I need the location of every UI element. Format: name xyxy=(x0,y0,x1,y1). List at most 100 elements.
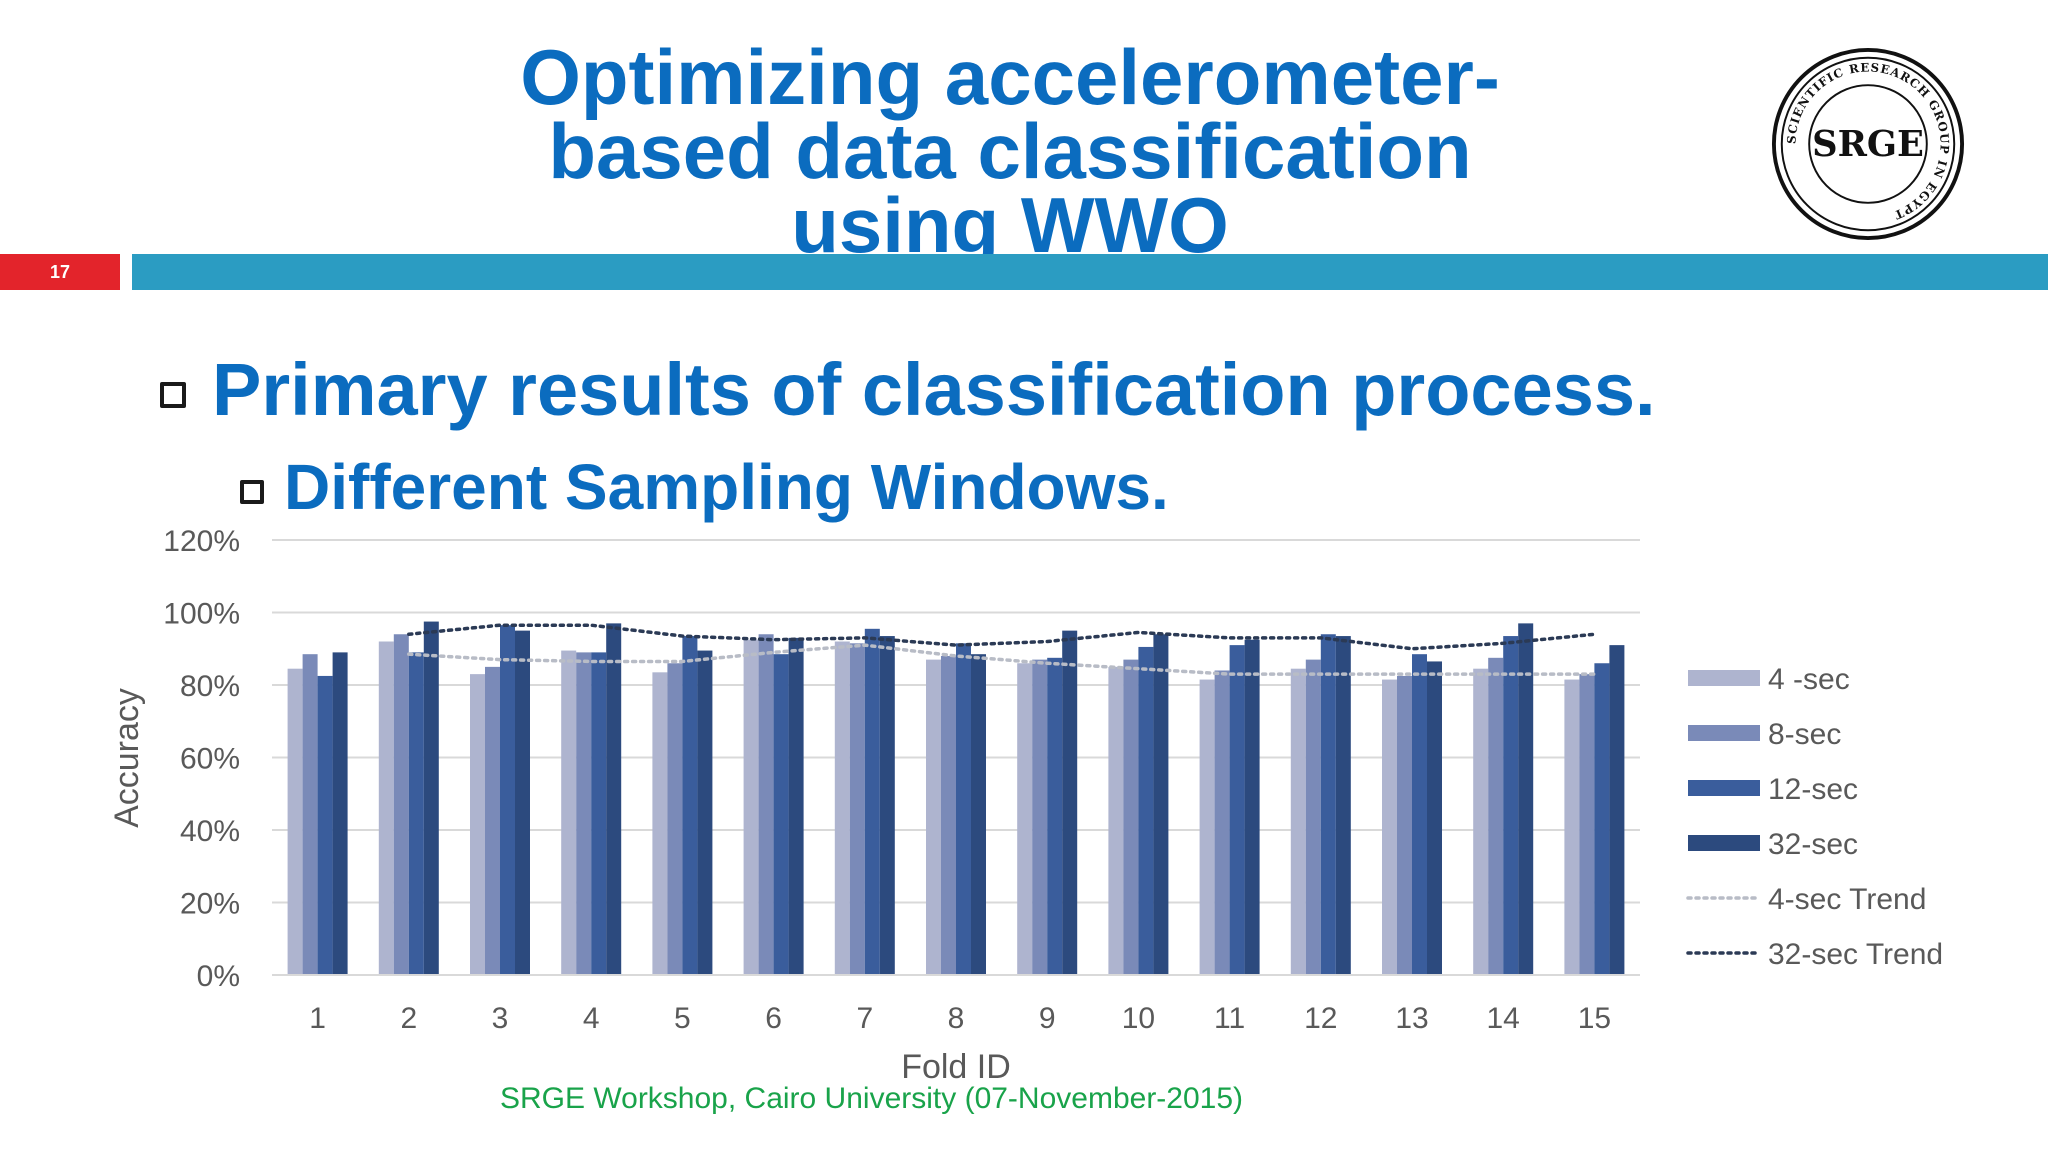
bar xyxy=(1397,675,1412,975)
bar xyxy=(1017,663,1033,975)
checkbox-square-icon xyxy=(240,480,264,505)
title-line-3: using WWO xyxy=(791,181,1229,269)
legend-label: 4-sec Trend xyxy=(1768,883,1926,916)
bar xyxy=(515,630,530,975)
bullet-secondary-text: Different Sampling Windows. xyxy=(284,451,1169,523)
bar xyxy=(287,668,303,975)
y-tick-label: 60% xyxy=(180,743,240,776)
bar xyxy=(1062,630,1078,975)
bar xyxy=(408,652,424,975)
bar xyxy=(1382,679,1397,975)
bar xyxy=(500,625,515,975)
bar xyxy=(1564,679,1580,975)
y-tick-label: 20% xyxy=(180,888,240,921)
bar xyxy=(485,666,500,975)
bar xyxy=(1108,666,1124,975)
bar xyxy=(423,621,439,975)
x-tick-label: 4 xyxy=(583,1002,600,1035)
title-line-1: Optimizing accelerometer- xyxy=(520,33,1500,121)
legend-swatch xyxy=(1688,835,1760,851)
bar xyxy=(956,643,971,975)
bar xyxy=(1244,639,1260,975)
legend-label: 32-sec Trend xyxy=(1768,938,1943,971)
x-tick-label: 12 xyxy=(1304,1002,1337,1035)
y-tick-label: 40% xyxy=(180,815,240,848)
bar xyxy=(879,636,895,975)
slide-number: 17 xyxy=(49,262,71,282)
bar xyxy=(1047,657,1063,975)
bar xyxy=(1032,659,1048,975)
bar xyxy=(1412,654,1427,975)
bar xyxy=(849,643,865,975)
bar xyxy=(864,628,880,975)
bar xyxy=(1427,661,1442,975)
y-tick-label: 120% xyxy=(163,525,240,558)
bullet-secondary: Different Sampling Windows. xyxy=(240,448,1169,526)
x-tick-label: 6 xyxy=(765,1002,782,1035)
bar xyxy=(1609,645,1625,975)
bar xyxy=(1518,623,1534,975)
bar xyxy=(302,654,318,975)
bar xyxy=(971,654,986,975)
logo-text: SRGE xyxy=(1812,124,1924,165)
y-axis-title: Accuracy xyxy=(108,688,146,828)
x-tick-label: 10 xyxy=(1122,1002,1155,1035)
header-divider xyxy=(132,254,2048,290)
bar xyxy=(591,652,607,975)
legend-swatch xyxy=(1688,725,1760,741)
x-tick-label: 7 xyxy=(856,1002,873,1035)
bar xyxy=(561,650,577,975)
slide-number-bar xyxy=(0,254,120,290)
bar xyxy=(1320,634,1336,975)
bar xyxy=(378,641,394,975)
x-tick-label: 8 xyxy=(948,1002,965,1035)
bar xyxy=(697,650,713,975)
bar xyxy=(1123,659,1139,975)
x-tick-label: 5 xyxy=(674,1002,691,1035)
y-tick-label: 80% xyxy=(180,670,240,703)
y-tick-label: 0% xyxy=(197,960,240,993)
bar xyxy=(1138,646,1154,975)
legend-swatch xyxy=(1688,670,1760,686)
bar xyxy=(1214,670,1230,975)
bar xyxy=(1594,663,1610,975)
checkbox-square-icon xyxy=(160,382,186,409)
bar xyxy=(332,652,348,975)
x-tick-label: 14 xyxy=(1487,1002,1520,1035)
legend-label: 12-sec xyxy=(1768,773,1858,806)
legend-swatch xyxy=(1688,780,1760,796)
bar xyxy=(1153,634,1169,975)
bar xyxy=(743,639,759,975)
bar xyxy=(470,674,485,975)
bar xyxy=(1579,674,1595,975)
bar xyxy=(393,634,409,975)
bar xyxy=(758,634,774,975)
footer-text: SRGE Workshop, Cairo University (07-Nove… xyxy=(500,1082,1244,1115)
bar xyxy=(317,675,333,975)
bar xyxy=(1503,636,1519,975)
slide-title: Optimizing accelerometer- based data cla… xyxy=(440,33,1580,269)
bar xyxy=(1473,668,1489,975)
x-tick-label: 1 xyxy=(309,1002,326,1035)
x-tick-label: 3 xyxy=(492,1002,509,1035)
bar xyxy=(834,641,850,975)
bar xyxy=(1229,645,1245,975)
x-axis-title: Fold ID xyxy=(901,1048,1011,1086)
bullet-primary: Primary results of classification proces… xyxy=(160,345,1656,435)
bar xyxy=(773,654,789,975)
bar xyxy=(926,659,941,975)
bar xyxy=(682,636,698,975)
bar xyxy=(1290,668,1306,975)
legend-label: 4 -sec xyxy=(1768,663,1850,696)
x-tick-label: 2 xyxy=(400,1002,417,1035)
bullet-primary-text: Primary results of classification proces… xyxy=(212,348,1656,431)
x-tick-label: 11 xyxy=(1214,1002,1245,1035)
legend-label: 8-sec xyxy=(1768,718,1841,751)
bar xyxy=(576,652,592,975)
bar xyxy=(1305,659,1321,975)
y-tick-label: 100% xyxy=(163,598,240,631)
srge-logo: SCIENTIFIC RESEARCH GROUP IN EGYPT SRGE xyxy=(1771,47,1965,241)
trend-line xyxy=(407,623,1597,651)
x-tick-label: 9 xyxy=(1039,1002,1056,1035)
